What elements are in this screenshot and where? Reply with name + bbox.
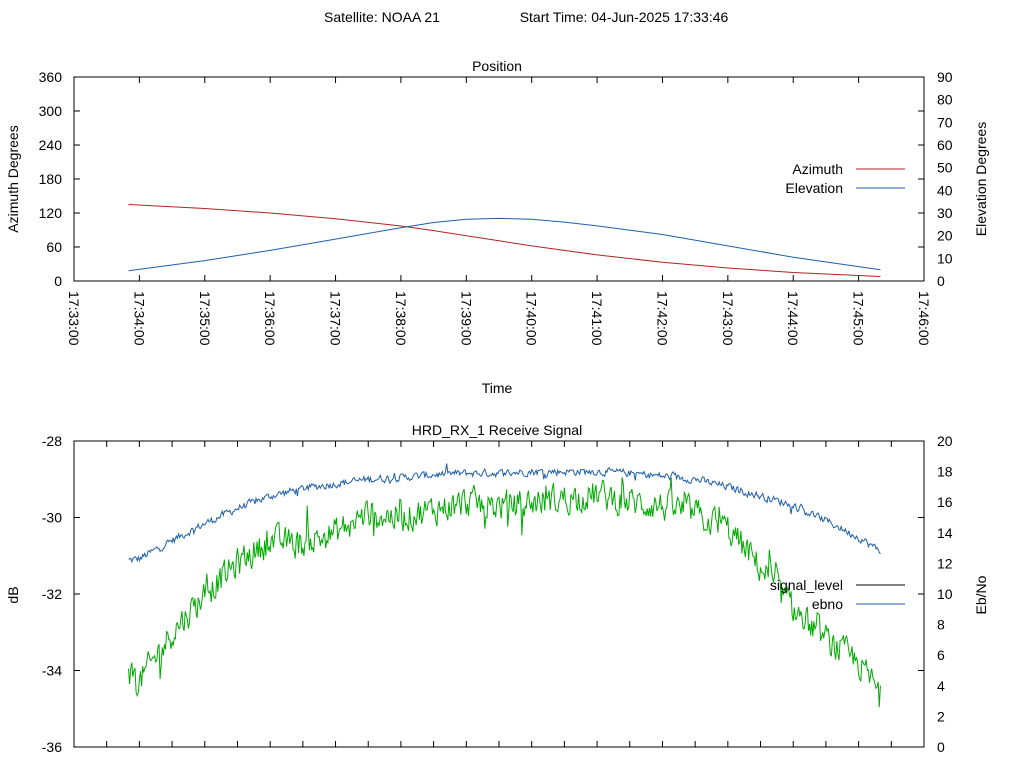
position-plot-frame [73,76,925,282]
series-line-signal [128,477,881,708]
y-tick-label: -28 [42,433,62,449]
y2-tick-label: 8 [937,617,945,633]
x-tick-label: 17:36:00 [262,291,278,346]
y2-tick-label: 10 [937,250,953,266]
series-line-Elevation [128,217,881,272]
x-tick-label: 17:37:00 [328,291,344,346]
position-y-axis-label: Azimuth Degrees [5,125,21,232]
x-tick-label: 17:40:00 [524,291,540,346]
start-time: Start Time: 04-Jun-2025 17:33:46 [520,9,729,25]
signal-plot-frame [73,440,925,748]
x-tick-label: 17:45:00 [851,291,867,346]
satellite-name: Satellite: NOAA 21 [324,9,440,25]
position-chart: Position Azimuth Degrees Elevation Degre… [5,58,989,396]
signal-y2-axis-label: Eb/No [973,575,989,614]
y2-tick-label: 30 [937,205,953,221]
y2-tick-label: 70 [937,114,953,130]
y2-tick-label: 12 [937,555,953,571]
y-tick-label: -36 [42,739,62,755]
y2-tick-label: 80 [937,92,953,108]
legend-label: Azimuth [792,161,843,177]
x-tick-label: 17:33:00 [66,291,82,346]
y2-tick-label: 50 [937,160,953,176]
x-tick-label: 17:42:00 [654,291,670,346]
y2-tick-label: 14 [937,525,953,541]
x-tick-label: 17:46:00 [916,291,932,346]
x-tick-label: 17:35:00 [197,291,213,346]
receive-signal-chart: HRD_RX_1 Receive Signal dB Eb/No -36 -34 -… [5,422,989,755]
y-tick-label: 360 [39,69,63,85]
x-tick-label: 17:34:00 [131,291,147,346]
legend-label: Elevation [785,180,843,196]
y-tick-label: 60 [46,239,62,255]
y2-tick-label: 2 [937,708,945,724]
y2-tick-label: 20 [937,228,953,244]
y2-tick-label: 20 [937,433,953,449]
y2-tick-label: 60 [937,137,953,153]
position-x-axis-label: Time [482,380,513,396]
series-line-Azimuth [128,204,881,277]
signal-title: HRD_RX_1 Receive Signal [412,422,582,438]
x-tick-label: 17:39:00 [458,291,474,346]
y-tick-label: 300 [39,103,63,119]
y2-tick-label: 0 [937,273,945,289]
x-tick-label: 17:43:00 [720,291,736,346]
x-tick-label: 17:44:00 [785,291,801,346]
y2-tick-label: 16 [937,494,953,510]
y-tick-label: 0 [54,273,62,289]
x-tick-label: 17:38:00 [393,291,409,346]
position-y2-axis-label: Elevation Degrees [973,122,989,236]
y-tick-label: -30 [42,510,62,526]
y2-tick-label: 10 [937,586,953,602]
y-tick-label: -34 [42,663,62,679]
series-line-ebno [128,463,881,564]
y2-tick-label: 40 [937,182,953,198]
x-tick-label: 17:41:00 [589,291,605,346]
y-tick-label: -32 [42,586,62,602]
y-tick-label: 180 [39,171,63,187]
y2-tick-label: 0 [937,739,945,755]
y-tick-label: 120 [39,205,63,221]
y2-tick-label: 6 [937,647,945,663]
position-title: Position [472,58,522,74]
y-tick-label: 240 [39,137,63,153]
legend-label: ebno [812,596,843,612]
y2-tick-label: 4 [937,678,945,694]
y2-tick-label: 90 [937,69,953,85]
legend-label: signal_level [770,577,843,593]
signal-y-axis-label: dB [5,586,21,603]
y2-tick-label: 18 [937,464,953,480]
